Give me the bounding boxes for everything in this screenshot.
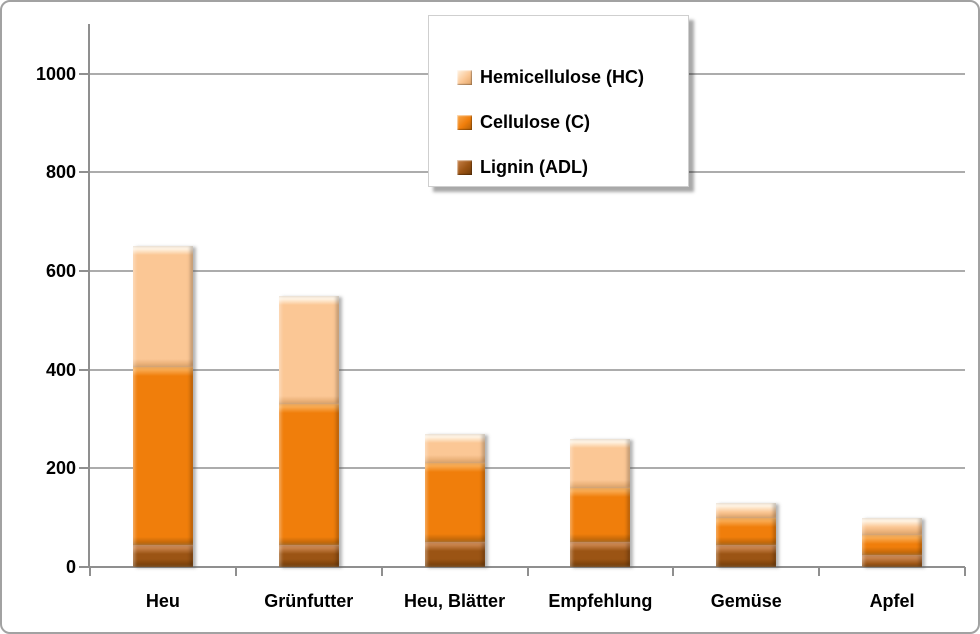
legend: Hemicellulose (HC) Cellulose (C) Lignin (A… xyxy=(428,15,689,187)
bar-stack-grünfutter xyxy=(278,295,339,567)
x-tick-0 xyxy=(89,567,91,576)
y-tick-1000 xyxy=(79,72,88,75)
bar-segment-hemicellulose-hc- xyxy=(424,433,485,464)
bar-stack-heu xyxy=(132,246,193,567)
bar-segment-hemicellulose-hc- xyxy=(570,438,631,489)
legend-label: Cellulose (C) xyxy=(480,111,591,132)
category-label-5: Gemüse xyxy=(710,591,782,611)
bar-segment-cellulose-c- xyxy=(278,404,339,545)
bar-segment-lignin-adl- xyxy=(424,542,485,567)
bar-segment-lignin-adl- xyxy=(862,554,923,567)
category-label-2: Grünfutter xyxy=(264,591,354,611)
legend-swatch-icon xyxy=(457,69,472,85)
x-tick-6 xyxy=(964,567,966,576)
category-label-3: Heu, Blätter xyxy=(404,591,506,611)
x-tick-3 xyxy=(526,567,529,576)
x-tick-5 xyxy=(818,567,821,576)
x-tick-4 xyxy=(672,567,675,576)
bar-stack-empfehlung xyxy=(570,438,631,567)
gridline-200 xyxy=(90,467,965,470)
bar-segment-lignin-adl- xyxy=(570,542,631,567)
bar-segment-hemicellulose-hc- xyxy=(862,517,923,535)
legend-label: Hemicellulose (HC) xyxy=(480,66,645,87)
y-tick-label-400: 400 xyxy=(45,359,76,380)
y-tick-label-200: 200 xyxy=(45,458,76,479)
bar-segment-hemicellulose-hc- xyxy=(716,502,777,518)
y-tick-label-0: 0 xyxy=(65,557,76,577)
bar-segment-cellulose-c- xyxy=(716,517,777,545)
y-tick-label-1000: 1000 xyxy=(35,63,76,84)
y-tick-label-800: 800 xyxy=(45,162,76,183)
bar-segment-cellulose-c- xyxy=(570,488,631,543)
legend-item-cellulose-c-: Cellulose (C) xyxy=(457,111,688,133)
bar-segment-cellulose-c- xyxy=(424,463,485,543)
legend-item-lignin-adl-: Lignin (ADL) xyxy=(457,156,688,178)
y-tick-600 xyxy=(79,269,88,272)
y-tick-200 xyxy=(79,467,88,470)
y-tick-400 xyxy=(79,368,88,371)
bar-segment-lignin-adl- xyxy=(716,544,777,567)
y-tick-800 xyxy=(79,171,88,174)
y-tick-label-600: 600 xyxy=(45,260,76,281)
bar-segment-hemicellulose-hc- xyxy=(132,246,193,368)
y-axis-line xyxy=(88,24,90,567)
legend-swatch-icon xyxy=(457,114,472,130)
bar-stack-gemüse xyxy=(716,502,777,567)
legend-label: Lignin (ADL) xyxy=(480,156,588,177)
bar-segment-cellulose-c- xyxy=(132,367,193,545)
y-tick-0 xyxy=(79,566,88,568)
gridline-400 xyxy=(90,368,965,371)
bar-segment-lignin-adl- xyxy=(278,544,339,567)
legend-swatch-icon xyxy=(457,159,472,175)
bar-segment-hemicellulose-hc- xyxy=(278,295,339,405)
category-label-1: Heu xyxy=(145,591,180,611)
bar-stack-apfel xyxy=(862,517,923,567)
legend-item-hemicellulose-hc-: Hemicellulose (HC) xyxy=(457,66,688,88)
bar-segment-lignin-adl- xyxy=(132,544,193,567)
gridline-600 xyxy=(90,269,965,272)
bar-stack-heu-blätter xyxy=(424,433,485,567)
category-label-6: Apfel xyxy=(869,591,915,611)
bar-segment-cellulose-c- xyxy=(862,534,923,555)
x-tick-1 xyxy=(234,567,237,576)
x-tick-2 xyxy=(380,567,383,576)
category-label-4: Empfehlung xyxy=(548,591,653,611)
